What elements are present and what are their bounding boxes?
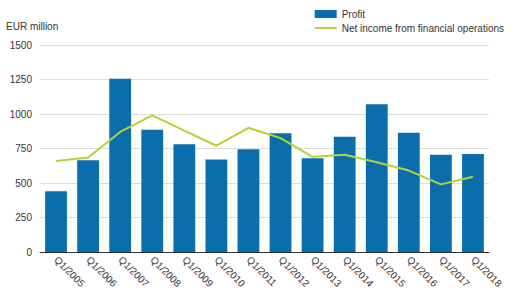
svg-text:Q1/2010: Q1/2010 bbox=[213, 254, 248, 289]
svg-text:1250: 1250 bbox=[10, 74, 33, 85]
svg-text:Q1/2016: Q1/2016 bbox=[405, 254, 440, 289]
svg-text:1500: 1500 bbox=[10, 40, 33, 51]
svg-text:250: 250 bbox=[15, 212, 32, 223]
svg-text:Q1/2005: Q1/2005 bbox=[52, 254, 87, 289]
svg-text:Q1/2007: Q1/2007 bbox=[116, 254, 151, 289]
svg-text:Q1/2017: Q1/2017 bbox=[437, 254, 472, 289]
svg-text:Net income from financial oper: Net income from financial operations bbox=[342, 23, 504, 34]
svg-text:0: 0 bbox=[26, 247, 32, 258]
svg-text:EUR million: EUR million bbox=[6, 21, 58, 32]
svg-text:Q1/2009: Q1/2009 bbox=[180, 254, 215, 289]
svg-text:500: 500 bbox=[15, 178, 32, 189]
svg-text:Q1/2012: Q1/2012 bbox=[277, 254, 312, 289]
svg-text:Q1/2006: Q1/2006 bbox=[84, 254, 119, 289]
svg-text:Q1/2011: Q1/2011 bbox=[245, 254, 280, 289]
svg-text:Q1/2018: Q1/2018 bbox=[469, 254, 504, 289]
svg-text:Q1/2013: Q1/2013 bbox=[309, 254, 344, 289]
svg-text:1000: 1000 bbox=[10, 109, 33, 120]
svg-text:Q1/2008: Q1/2008 bbox=[148, 254, 183, 289]
svg-text:Profit: Profit bbox=[342, 9, 366, 20]
svg-text:Q1/2015: Q1/2015 bbox=[373, 254, 408, 289]
svg-text:Q1/2014: Q1/2014 bbox=[341, 254, 376, 289]
svg-text:750: 750 bbox=[15, 143, 32, 154]
